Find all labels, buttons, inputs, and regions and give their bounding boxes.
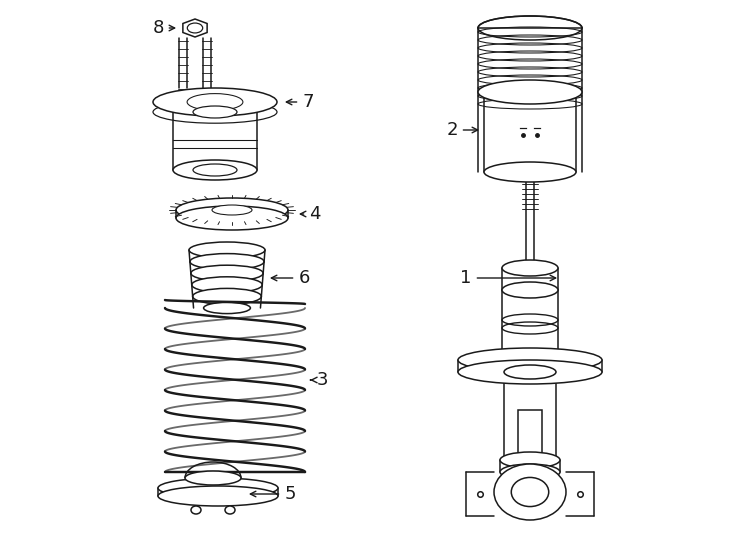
Polygon shape <box>183 19 207 37</box>
Ellipse shape <box>498 366 562 378</box>
Ellipse shape <box>203 302 250 314</box>
Ellipse shape <box>502 282 558 298</box>
Text: 2: 2 <box>446 121 478 139</box>
Ellipse shape <box>504 365 556 379</box>
Ellipse shape <box>212 205 252 215</box>
Ellipse shape <box>185 471 241 485</box>
Ellipse shape <box>192 288 261 305</box>
Text: 7: 7 <box>286 93 313 111</box>
Ellipse shape <box>193 164 237 176</box>
Text: 1: 1 <box>460 269 556 287</box>
Ellipse shape <box>484 162 576 182</box>
Ellipse shape <box>158 478 278 498</box>
Text: 8: 8 <box>153 19 175 37</box>
Ellipse shape <box>191 265 264 281</box>
Ellipse shape <box>225 506 235 514</box>
Ellipse shape <box>176 198 288 222</box>
Ellipse shape <box>153 101 277 123</box>
Text: 4: 4 <box>300 205 321 223</box>
Bar <box>518 410 542 454</box>
Text: 3: 3 <box>310 371 328 389</box>
Ellipse shape <box>500 452 560 468</box>
Ellipse shape <box>193 106 237 118</box>
Text: 5: 5 <box>250 485 296 503</box>
Text: 6: 6 <box>272 269 310 287</box>
Ellipse shape <box>478 16 582 40</box>
Ellipse shape <box>458 348 602 372</box>
Ellipse shape <box>512 477 549 507</box>
Ellipse shape <box>458 360 602 384</box>
Ellipse shape <box>500 464 560 480</box>
Ellipse shape <box>158 486 278 506</box>
Ellipse shape <box>191 506 201 514</box>
Ellipse shape <box>494 464 566 520</box>
Ellipse shape <box>478 80 582 104</box>
Ellipse shape <box>153 88 277 116</box>
Ellipse shape <box>176 206 288 230</box>
Ellipse shape <box>192 277 262 293</box>
Ellipse shape <box>502 260 558 276</box>
Ellipse shape <box>190 254 264 269</box>
Ellipse shape <box>173 160 257 180</box>
Ellipse shape <box>502 322 558 334</box>
Ellipse shape <box>189 242 265 258</box>
